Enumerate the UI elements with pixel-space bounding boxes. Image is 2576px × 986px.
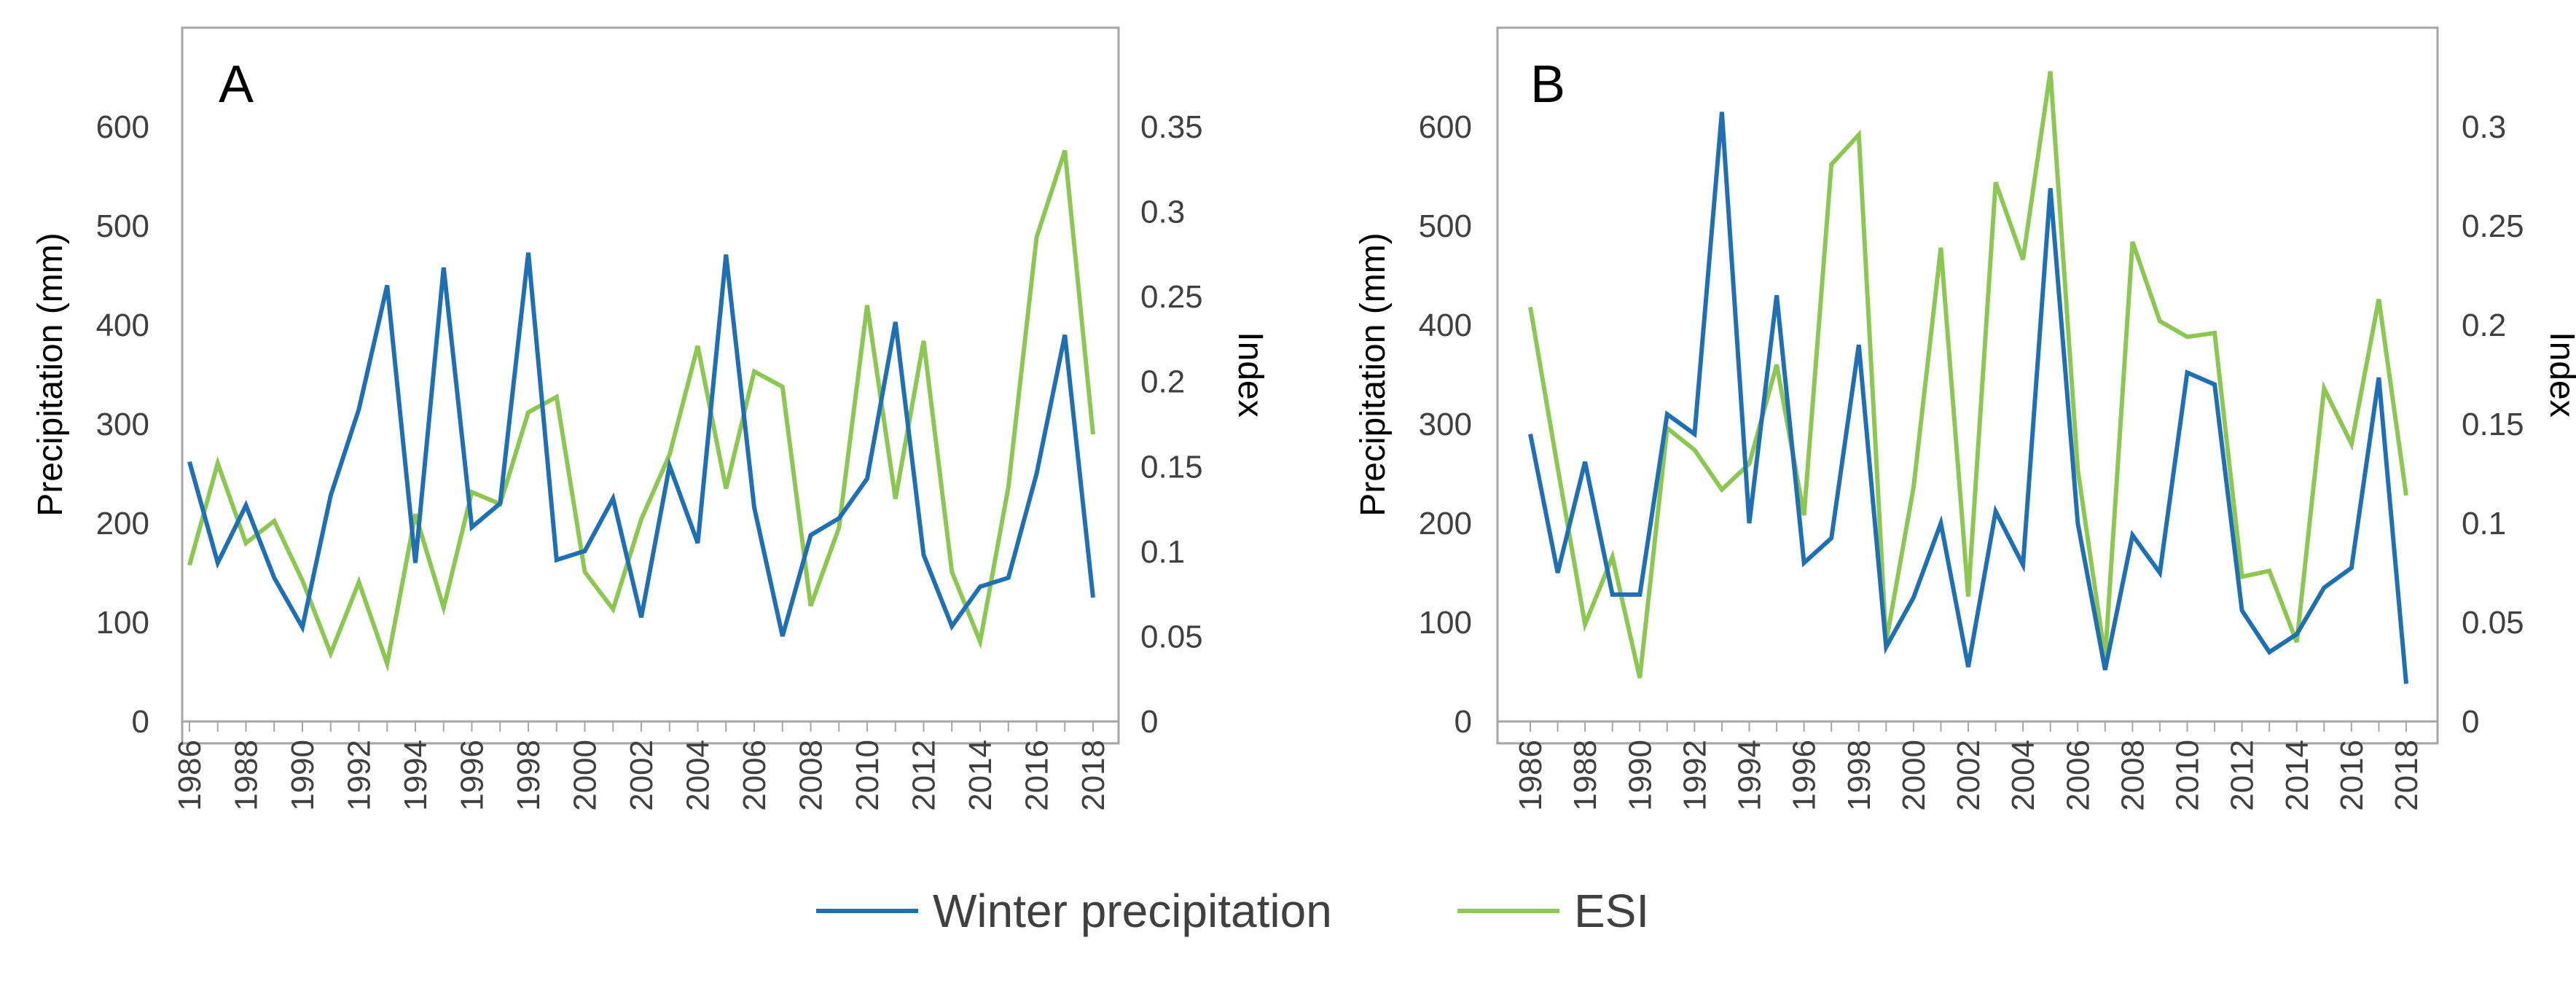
legend-label-winter-precipitation: Winter precipitation xyxy=(933,885,1332,937)
panel-b-series-winter-precipitation-line xyxy=(1528,111,2408,684)
panel-b-x-tick-label: 2014 xyxy=(2279,740,2315,811)
panel-b-x-tick-label: 1988 xyxy=(1567,740,1603,811)
panel-a-left-tick-label: 0 xyxy=(132,704,149,740)
panel-b-x-tick-label: 2016 xyxy=(2334,740,2370,811)
panel-b-x-tick-label: 2018 xyxy=(2389,740,2424,811)
panel-a-right-tick-label: 0.2 xyxy=(1140,364,1185,400)
panel-a-left-tick-label: 100 xyxy=(96,605,149,641)
panel-b-right-tick-label: 0.25 xyxy=(2462,208,2524,244)
panel-a-label: A xyxy=(219,55,254,114)
panel-a-frame xyxy=(181,26,1120,745)
panel-a-x-tick-label: 2006 xyxy=(737,740,772,811)
panel-b-x-tick-label: 2002 xyxy=(1951,740,1986,811)
chart-panel-a: 0 100 200 300 400 500 600 0 0.05 0.1 0.15 0.2 0.25 0.… xyxy=(31,26,1269,811)
panel-b-right-tick-label: 0.2 xyxy=(2462,308,2506,343)
panel-a-series-esi-line xyxy=(187,149,1095,673)
panel-a-left-tick-label: 300 xyxy=(96,407,149,442)
panel-a-left-tick-label: 500 xyxy=(96,208,149,244)
panel-a-x-tick-label: 1992 xyxy=(342,740,377,811)
panel-b-series-esi-line xyxy=(1528,71,2408,678)
panel-b-left-tick-label: 200 xyxy=(1419,506,1472,541)
panel-b-x-tick-label: 1996 xyxy=(1787,740,1823,811)
panel-b-x-tick-label: 2012 xyxy=(2225,740,2260,811)
panel-a-right-tick-label: 0.1 xyxy=(1140,534,1185,570)
panel-a-right-tick-label: 0.35 xyxy=(1140,109,1203,145)
panel-a-series-winter-precipitation-line xyxy=(187,252,1095,637)
panel-b-right-tick-label: 0.15 xyxy=(2462,407,2524,442)
panel-b-left-tick-label: 0 xyxy=(1455,704,1472,740)
panel-a-x-tick-label: 1990 xyxy=(285,740,321,811)
panel-a-x-tick-label: 2010 xyxy=(850,740,885,811)
panel-b-left-tick-label: 300 xyxy=(1419,407,1472,442)
panel-a-x-tick-label: 2000 xyxy=(568,740,603,811)
panel-a-x-tick-label: 1998 xyxy=(511,740,547,811)
panel-b-x-tick-label: 1998 xyxy=(1841,740,1877,811)
panel-a-x-tick-label: 2002 xyxy=(624,740,659,811)
panel-a-x-tick-label: 1994 xyxy=(398,740,434,811)
panel-a-left-axis-title: Precipitation (mm) xyxy=(31,232,70,516)
panel-b-left-axis-title: Precipitation (mm) xyxy=(1354,232,1393,516)
panel-a-x-tick-label: 1988 xyxy=(229,740,265,811)
panel-a-x-tick-label: 1986 xyxy=(172,740,208,811)
panel-a-x-tick-label: 1996 xyxy=(455,740,490,811)
panel-b-left-tick-label: 400 xyxy=(1419,308,1472,343)
legend-label-esi: ESI xyxy=(1574,885,1649,937)
panel-b-left-tick-label: 600 xyxy=(1419,109,1472,145)
panel-a-x-tick-label: 2018 xyxy=(1076,740,1111,811)
panel-b-x-tick-label: 1990 xyxy=(1622,740,1658,811)
panel-a-left-tick-label: 400 xyxy=(96,308,149,343)
panel-a-x-tick-label: 2014 xyxy=(963,740,998,811)
panel-a-x-tick-label: 2012 xyxy=(907,740,942,811)
panel-a-x-tick-label: 2004 xyxy=(681,740,716,811)
panel-b-x-tick-label: 2006 xyxy=(2060,740,2096,811)
panel-b-x-tick-label: 2010 xyxy=(2170,740,2206,811)
panel-b-label: B xyxy=(1530,55,1565,114)
panel-b-left-tick-label: 100 xyxy=(1419,605,1472,641)
chart-panel-b: 0 100 200 300 400 500 600 0 0.05 0.1 0.15 0.2 0.25 0.… xyxy=(1354,26,2576,811)
panel-b-right-axis-title: Index xyxy=(2542,332,2576,417)
panel-a-right-tick-label: 0.05 xyxy=(1140,619,1203,654)
panel-a-x-tick-label: 2008 xyxy=(794,740,829,811)
panel-b-x-tick-label: 1992 xyxy=(1677,740,1712,811)
panel-b-x-tick-label: 2008 xyxy=(2115,740,2150,811)
panel-a-right-tick-label: 0.3 xyxy=(1140,195,1185,230)
legend: Winter precipitation ESI xyxy=(816,885,1649,937)
panel-a-right-tick-label: 0.25 xyxy=(1140,279,1203,315)
panel-a-right-tick-label: 0 xyxy=(1140,704,1158,740)
panel-b-x-tick-label: 2004 xyxy=(2005,740,2041,811)
panel-a-right-axis-title: Index xyxy=(1231,332,1269,417)
panel-b-x-tick-label: 2000 xyxy=(1896,740,1932,811)
panel-a-right-tick-label: 0.15 xyxy=(1140,449,1203,485)
panel-b-right-tick-label: 0.1 xyxy=(2462,506,2506,541)
panel-a-left-tick-label: 200 xyxy=(96,506,149,541)
panel-b-frame xyxy=(1496,26,2439,745)
panel-b-x-tick-label: 1994 xyxy=(1732,740,1768,811)
panel-b-left-tick-label: 500 xyxy=(1419,208,1472,244)
panel-b-x-tick-label: 1986 xyxy=(1513,740,1549,811)
panel-b-right-tick-label: 0 xyxy=(2462,704,2479,740)
panel-b-right-tick-label: 0.05 xyxy=(2462,605,2524,641)
panel-b-right-tick-label: 0.3 xyxy=(2462,109,2506,145)
panel-a-left-tick-label: 600 xyxy=(96,109,149,145)
panel-a-x-tick-label: 2016 xyxy=(1019,740,1055,811)
